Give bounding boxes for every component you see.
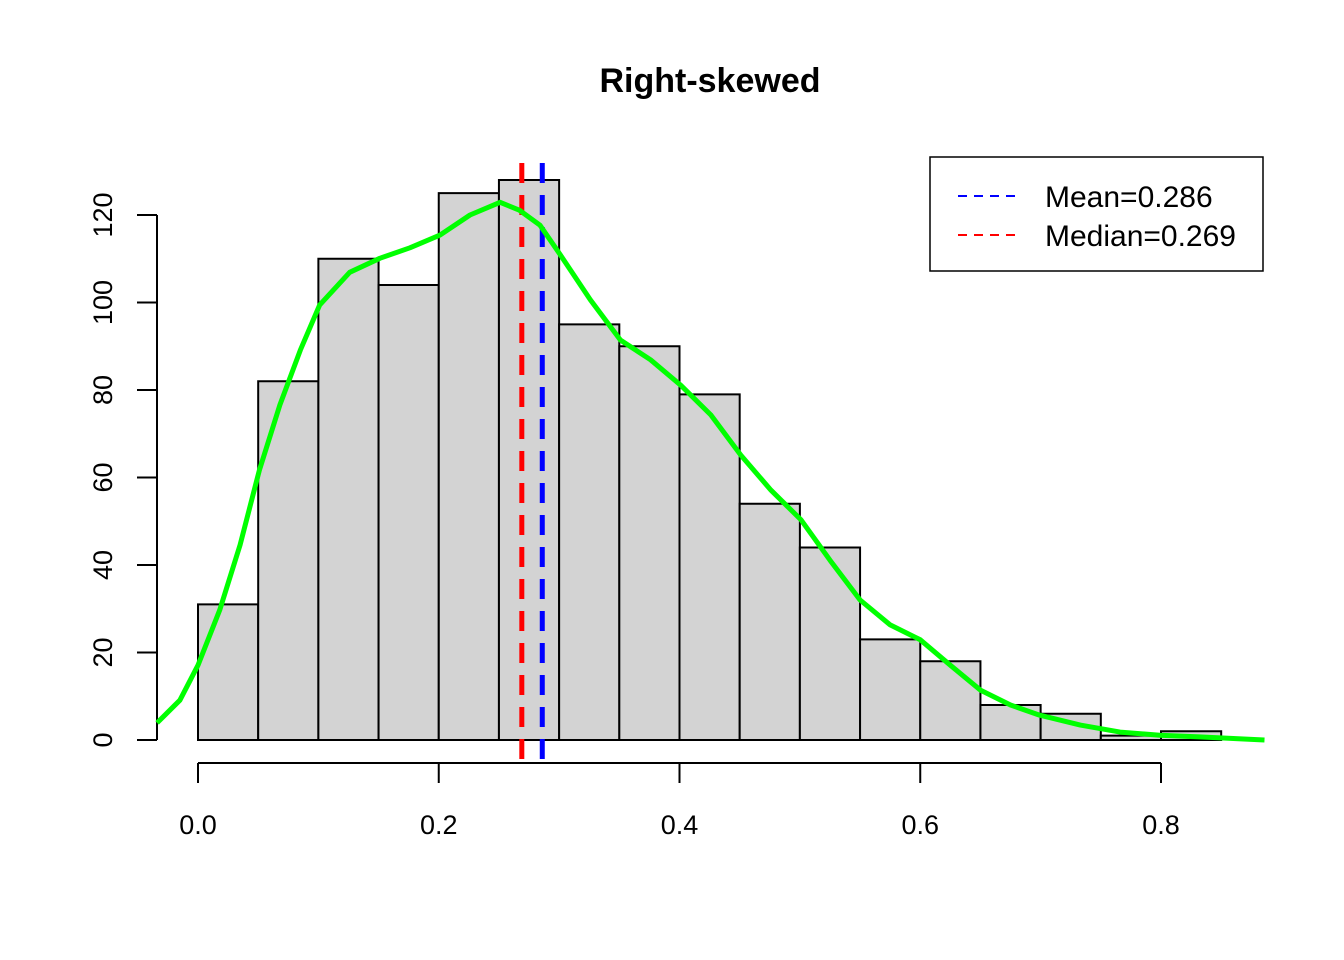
- histogram-bar: [738, 502, 801, 741]
- chart-title: Right-skewed: [599, 62, 820, 100]
- x-tick-label: 0.8: [1142, 810, 1180, 840]
- legend-box: [929, 156, 1264, 272]
- histogram-bar: [437, 192, 500, 741]
- legend-mean-label: Mean=0.286: [1045, 181, 1213, 214]
- histogram-bar: [678, 393, 741, 741]
- histogram-bar: [377, 284, 440, 741]
- density-curve-group: [155, 199, 1265, 743]
- histogram-bar: [497, 179, 561, 741]
- histogram-bar: [618, 345, 681, 741]
- y-tick-label: 120: [88, 192, 118, 237]
- legend-median-label: Median=0.269: [1045, 220, 1236, 253]
- histogram-bar: [257, 380, 320, 741]
- x-tick-label: 0.4: [661, 810, 699, 840]
- x-tick-label: 0.2: [420, 810, 458, 840]
- histogram-bar: [919, 660, 982, 741]
- y-tick-label: 40: [88, 550, 118, 580]
- histogram-bar: [317, 257, 380, 741]
- y-tick-label: 20: [88, 637, 118, 667]
- x-tick-label: 0.0: [179, 810, 217, 840]
- reference-lines: [519, 163, 545, 763]
- bars: [197, 179, 1223, 741]
- y-tick-label: 100: [88, 280, 118, 325]
- histogram-bar: [798, 546, 862, 741]
- legend: Mean=0.286 Median=0.269: [929, 156, 1264, 272]
- histogram-bar: [558, 323, 621, 741]
- axes: 0.0 0.2 0.4 0.6 0.8 0 20 40 60 80 100 120: [88, 192, 1180, 840]
- y-tick-label: 80: [88, 375, 118, 405]
- density-curve: [155, 199, 1265, 743]
- x-tick-label: 0.6: [901, 810, 939, 840]
- y-tick-label: 0: [88, 732, 118, 747]
- histogram-bar: [859, 638, 922, 741]
- histogram-bar: [197, 603, 260, 741]
- y-tick-label: 60: [88, 462, 118, 492]
